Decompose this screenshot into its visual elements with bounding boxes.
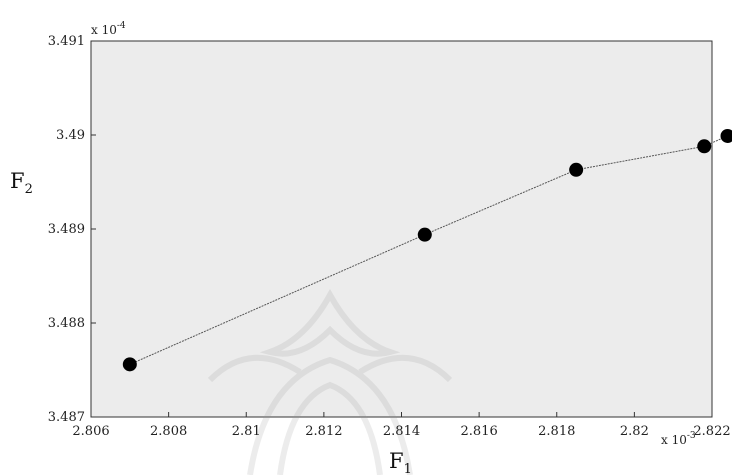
y-tick-label: 3.487 xyxy=(48,410,85,425)
x-tick-label: 2.82 xyxy=(620,424,649,439)
x-axis-label-main: F xyxy=(389,449,404,473)
x-tick-label: 2.81 xyxy=(232,424,261,439)
y-multiplier-exp: -4 xyxy=(117,21,126,31)
x-multiplier-exp: -3 xyxy=(687,431,696,441)
x-tick-label: 2.816 xyxy=(461,424,498,439)
y-tick-label: 3.488 xyxy=(48,316,85,331)
x-tick-label: 2.808 xyxy=(150,424,187,439)
x-multiplier-base: x 10 xyxy=(661,433,687,447)
y-tick-label: 3.491 xyxy=(48,34,85,49)
watermark-emblem xyxy=(207,288,453,475)
x-tick-label: 2.812 xyxy=(305,424,342,439)
y-axis-multiplier: x 10-4 xyxy=(91,21,126,37)
x-tick-label: 2.818 xyxy=(538,424,575,439)
y-axis-ticks: 3.487 3.488 3.489 3.49 3.491 xyxy=(48,34,96,425)
x-axis-label-sub: 1 xyxy=(404,462,412,475)
data-points xyxy=(122,128,732,372)
data-point xyxy=(569,162,584,177)
x-axis-label: F1 xyxy=(389,449,412,475)
data-point xyxy=(417,227,432,242)
x-axis-multiplier: x 10-3 xyxy=(661,431,696,447)
plot-area xyxy=(90,40,713,418)
y-multiplier-base: x 10 xyxy=(91,23,117,37)
y-tick-label: 3.49 xyxy=(56,128,85,143)
data-point xyxy=(720,128,732,143)
y-axis-label-main: F xyxy=(10,169,25,193)
data-point xyxy=(697,139,712,154)
x-tick-label: 2.822 xyxy=(693,424,730,439)
series-line xyxy=(129,133,732,365)
y-tick-label: 3.489 xyxy=(48,222,85,237)
x-tick-label: 2.806 xyxy=(72,424,109,439)
y-axis-label-sub: 2 xyxy=(25,182,33,197)
x-axis-ticks: 2.806 2.808 2.81 2.812 2.814 2.816 2.818 2.82 2.… xyxy=(72,412,731,439)
data-point xyxy=(122,357,137,372)
y-axis-label: F2 xyxy=(10,169,33,197)
x-tick-label: 2.814 xyxy=(383,424,420,439)
